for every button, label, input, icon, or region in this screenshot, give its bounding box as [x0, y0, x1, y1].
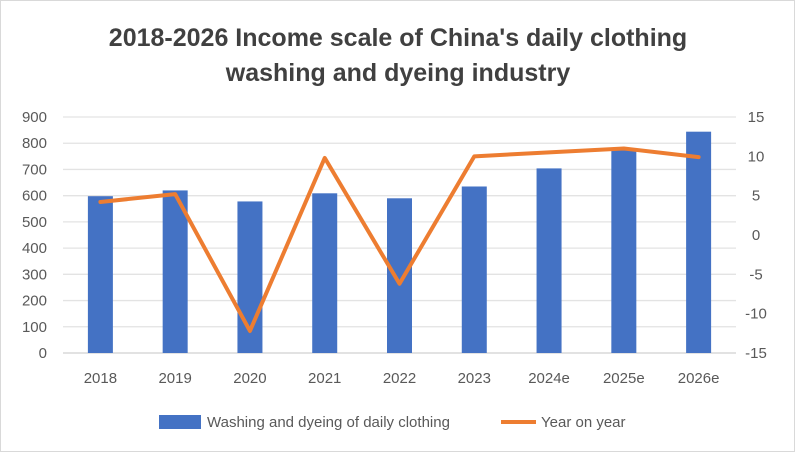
right-axis-tick: 10: [748, 148, 765, 165]
bar-2026e: [686, 131, 712, 353]
x-axis-tick: 2024e: [528, 370, 570, 387]
bar-2022: [387, 198, 412, 353]
x-axis-tick: 2020: [233, 370, 266, 387]
x-axis-tick: 2018: [84, 370, 117, 387]
right-axis-tick: 5: [752, 188, 760, 205]
left-axis-tick: 300: [22, 266, 47, 283]
x-axis-tick: 2025e: [603, 370, 645, 387]
bar-2023: [461, 186, 487, 353]
legend-line-label: Year on year: [541, 414, 626, 431]
bar-2025e: [611, 148, 637, 353]
right-axis-tick: 0: [752, 227, 760, 244]
left-axis-tick: 800: [22, 135, 47, 152]
x-axis-tick: 2026e: [678, 370, 720, 387]
chart-title-line-1: 2018-2026 Income scale of China's daily …: [109, 24, 687, 52]
legend-bar-label: Washing and dyeing of daily clothing: [207, 414, 450, 431]
x-axis-tick: 2022: [383, 370, 416, 387]
x-axis-tick: 2019: [158, 370, 191, 387]
left-axis-tick: 200: [22, 293, 47, 310]
left-axis-tick: 700: [22, 161, 47, 178]
right-axis-tick: -5: [749, 266, 762, 283]
left-axis-tick: 600: [22, 188, 47, 205]
right-axis-tick: -10: [745, 306, 767, 323]
left-axis-tick: 100: [22, 319, 47, 336]
chart-title-line-2: washing and dyeing industry: [225, 59, 571, 87]
right-axis-tick: 15: [748, 109, 765, 126]
left-axis-tick: 400: [22, 240, 47, 257]
legend-bar-swatch: [159, 415, 201, 429]
left-axis-tick: 900: [22, 109, 47, 126]
left-axis-tick: 500: [22, 214, 47, 231]
left-axis-tick: 0: [39, 345, 47, 362]
x-axis-tick: 2021: [308, 370, 341, 387]
x-axis-tick: 2023: [458, 370, 491, 387]
bar-2024e: [536, 168, 562, 353]
bar-2021: [312, 193, 338, 353]
right-axis-tick: -15: [745, 345, 767, 362]
bar-2019: [162, 190, 188, 353]
bar-2018: [87, 196, 113, 353]
legend: Washing and dyeing of daily clothing Yea…: [159, 414, 626, 431]
